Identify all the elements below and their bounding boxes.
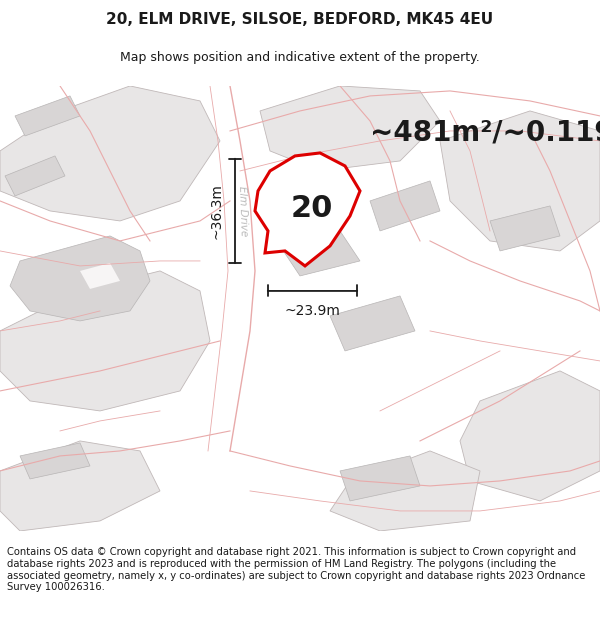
Polygon shape bbox=[255, 153, 360, 266]
Polygon shape bbox=[330, 296, 415, 351]
Polygon shape bbox=[460, 371, 600, 501]
Polygon shape bbox=[0, 441, 160, 531]
Text: ~23.9m: ~23.9m bbox=[284, 304, 340, 318]
Polygon shape bbox=[440, 111, 600, 251]
Polygon shape bbox=[280, 231, 360, 276]
Polygon shape bbox=[15, 96, 80, 136]
Polygon shape bbox=[10, 236, 150, 321]
Text: ~481m²/~0.119ac.: ~481m²/~0.119ac. bbox=[370, 119, 600, 147]
Text: Map shows position and indicative extent of the property.: Map shows position and indicative extent… bbox=[120, 51, 480, 64]
Text: Contains OS data © Crown copyright and database right 2021. This information is : Contains OS data © Crown copyright and d… bbox=[7, 548, 586, 592]
Polygon shape bbox=[0, 86, 220, 221]
Polygon shape bbox=[5, 156, 65, 196]
Text: 20, ELM DRIVE, SILSOE, BEDFORD, MK45 4EU: 20, ELM DRIVE, SILSOE, BEDFORD, MK45 4EU bbox=[106, 11, 494, 26]
Text: Elm Drive: Elm Drive bbox=[237, 186, 249, 236]
Polygon shape bbox=[260, 86, 440, 171]
Polygon shape bbox=[0, 271, 210, 411]
Polygon shape bbox=[20, 443, 90, 479]
Polygon shape bbox=[370, 181, 440, 231]
Polygon shape bbox=[330, 451, 480, 531]
Text: ~36.3m: ~36.3m bbox=[210, 183, 224, 239]
Polygon shape bbox=[490, 206, 560, 251]
Text: 20: 20 bbox=[291, 194, 333, 223]
Polygon shape bbox=[80, 263, 120, 289]
Polygon shape bbox=[340, 456, 420, 501]
